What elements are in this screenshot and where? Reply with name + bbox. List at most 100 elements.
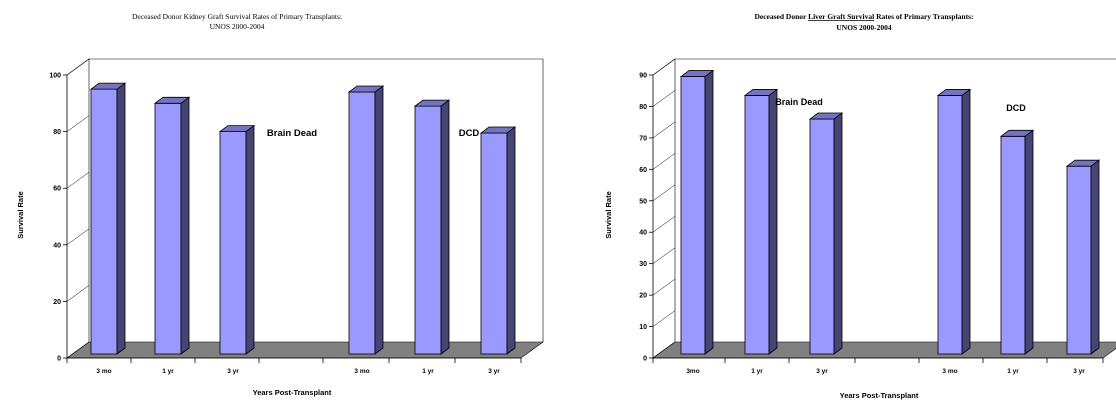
liver-chart-title-pre: Deceased Donor (754, 12, 808, 21)
liver-bar-side (704, 69, 714, 355)
liver-plot-back-walls (652, 58, 1116, 359)
liver-y-tick-label: 40 (639, 230, 647, 237)
liver-x-tick-label: 3 mo (942, 368, 957, 375)
kidney-bar (479, 126, 517, 355)
liver-bar (808, 112, 844, 355)
liver-bar-side (768, 88, 778, 355)
kidney-group-label-brain-dead: Brain Dead (267, 128, 317, 139)
liver-y-axis-title: Survival Rate (604, 191, 613, 239)
kidney-y-tick-depth (66, 115, 90, 132)
kidney-y-tick-label: 80 (53, 129, 61, 136)
kidney-y-tick-label: 40 (53, 242, 61, 249)
liver-bar-front (809, 118, 835, 355)
liver-x-tick-label: 1 yr (751, 368, 763, 375)
liver-bar-side (833, 112, 843, 355)
liver-bar (1065, 159, 1101, 355)
liver-y-tick-depth (652, 341, 676, 359)
liver-y-tick-depth (652, 216, 676, 233)
kidney-x-tick-label: 3 mo (96, 368, 111, 375)
liver-y-tick-depth (652, 121, 676, 139)
kidney-x-axis: 3 mo 1 yr 3 yr 3 mo 1 yr 3 yr (66, 357, 522, 375)
kidney-y-tick-label: 60 (53, 186, 61, 193)
liver-y-tick-label: 10 (639, 324, 647, 331)
liver-bars (679, 69, 1101, 355)
kidney-bar-front (154, 102, 182, 355)
kidney-x-tick-label: 1 yr (422, 368, 434, 375)
liver-bar-side (1024, 129, 1034, 355)
kidney-bar-top (89, 82, 127, 90)
liver-y-tick-depth (652, 247, 676, 264)
kidney-y-axis-title: Survival Rate (16, 191, 25, 239)
liver-plot-floor (652, 341, 1116, 359)
kidney-chart-title-line1: Deceased Donor Kidney Graft Survival Rat… (132, 12, 342, 21)
liver-bar-side (1090, 159, 1100, 355)
liver-y-tick-label: 90 (639, 73, 647, 80)
liver-bar-top (808, 112, 844, 120)
kidney-y-tick-label: 20 (53, 299, 61, 306)
kidney-bar-top (218, 125, 256, 132)
liver-x-tick-label: 3 yr (816, 368, 828, 375)
liver-bar-top (679, 70, 715, 77)
kidney-chart-title-line2: UNOS 2000-2004 (210, 22, 265, 31)
liver-group-label-brain-dead: Brain Dead (775, 97, 823, 107)
kidney-y-tick-depth (66, 285, 90, 302)
kidney-bar-top (413, 99, 451, 107)
kidney-bar-front (480, 132, 508, 355)
liver-floor-plane (652, 341, 1116, 359)
liver-y-tick-label: 0 (643, 356, 647, 363)
kidney-bar-side (180, 96, 190, 355)
liver-x-tick-label: 1 yr (1007, 368, 1019, 375)
kidney-x-tick-label: 1 yr (162, 368, 174, 375)
liver-y-tick-label: 20 (639, 293, 647, 300)
liver-x-axis-title: Years Post-Transplant (840, 391, 919, 400)
liver-y-tick-depth (652, 278, 676, 296)
kidney-x-tick-label: 3 yr (227, 368, 239, 375)
liver-y-tick-depth (652, 90, 676, 107)
liver-bar (936, 88, 972, 355)
liver-y-tick-label: 80 (639, 104, 647, 111)
liver-bar (999, 129, 1035, 355)
kidney-bar-side (374, 85, 384, 355)
kidney-bar (347, 85, 385, 355)
kidney-bar-top (479, 126, 517, 134)
kidney-bars (89, 82, 517, 355)
kidney-bar-front (414, 105, 442, 355)
liver-y-axis: 0 10 20 30 40 50 60 70 80 90 (639, 58, 676, 363)
liver-bar-side (961, 88, 971, 355)
liver-bar-front (937, 95, 963, 355)
liver-x-tick-label: 3 yr (1073, 368, 1085, 375)
kidney-bar-front (219, 131, 247, 355)
liver-bar-top (1065, 159, 1101, 167)
kidney-side-wall (66, 58, 90, 359)
kidney-bar-side (440, 99, 450, 355)
liver-bar (743, 88, 779, 355)
liver-y-tick-label: 60 (639, 167, 647, 174)
kidney-plot-floor (66, 341, 544, 359)
liver-chart-title-underlined: Liver Graft Survival (808, 12, 874, 21)
kidney-y-axis: 0 20 40 60 80 100 (49, 58, 90, 363)
liver-y-tick-depth (652, 58, 676, 76)
liver-bar-front (744, 95, 770, 355)
liver-bar-top (936, 89, 972, 96)
kidney-x-axis-title: Years Post-Transplant (253, 388, 332, 397)
kidney-back-wall (89, 58, 544, 342)
kidney-y-tick-depth (66, 171, 90, 189)
kidney-bar-side (506, 126, 516, 355)
kidney-y-tick-depth (66, 341, 90, 359)
kidney-bar-side (245, 124, 255, 355)
liver-chart-title-post: Rates of Primary Transplants: (874, 12, 973, 21)
kidney-floor-plane (66, 341, 544, 359)
liver-y-tick-label: 70 (639, 135, 647, 142)
kidney-y-tick-label: 100 (49, 73, 61, 80)
kidney-bar-front (348, 91, 376, 355)
kidney-bar (413, 99, 451, 355)
liver-back-wall (675, 58, 1116, 60)
kidney-y-tick-depth (66, 58, 90, 76)
liver-y-tick-label: 50 (639, 198, 647, 205)
liver-bar-front (680, 76, 706, 355)
liver-bar-front (1066, 165, 1092, 355)
liver-y-tick-depth (652, 153, 676, 170)
liver-x-axis: 3mo 1 yr 3 yr 3 mo 1 yr 3 yr (652, 357, 1104, 375)
kidney-bar-top (153, 96, 191, 104)
